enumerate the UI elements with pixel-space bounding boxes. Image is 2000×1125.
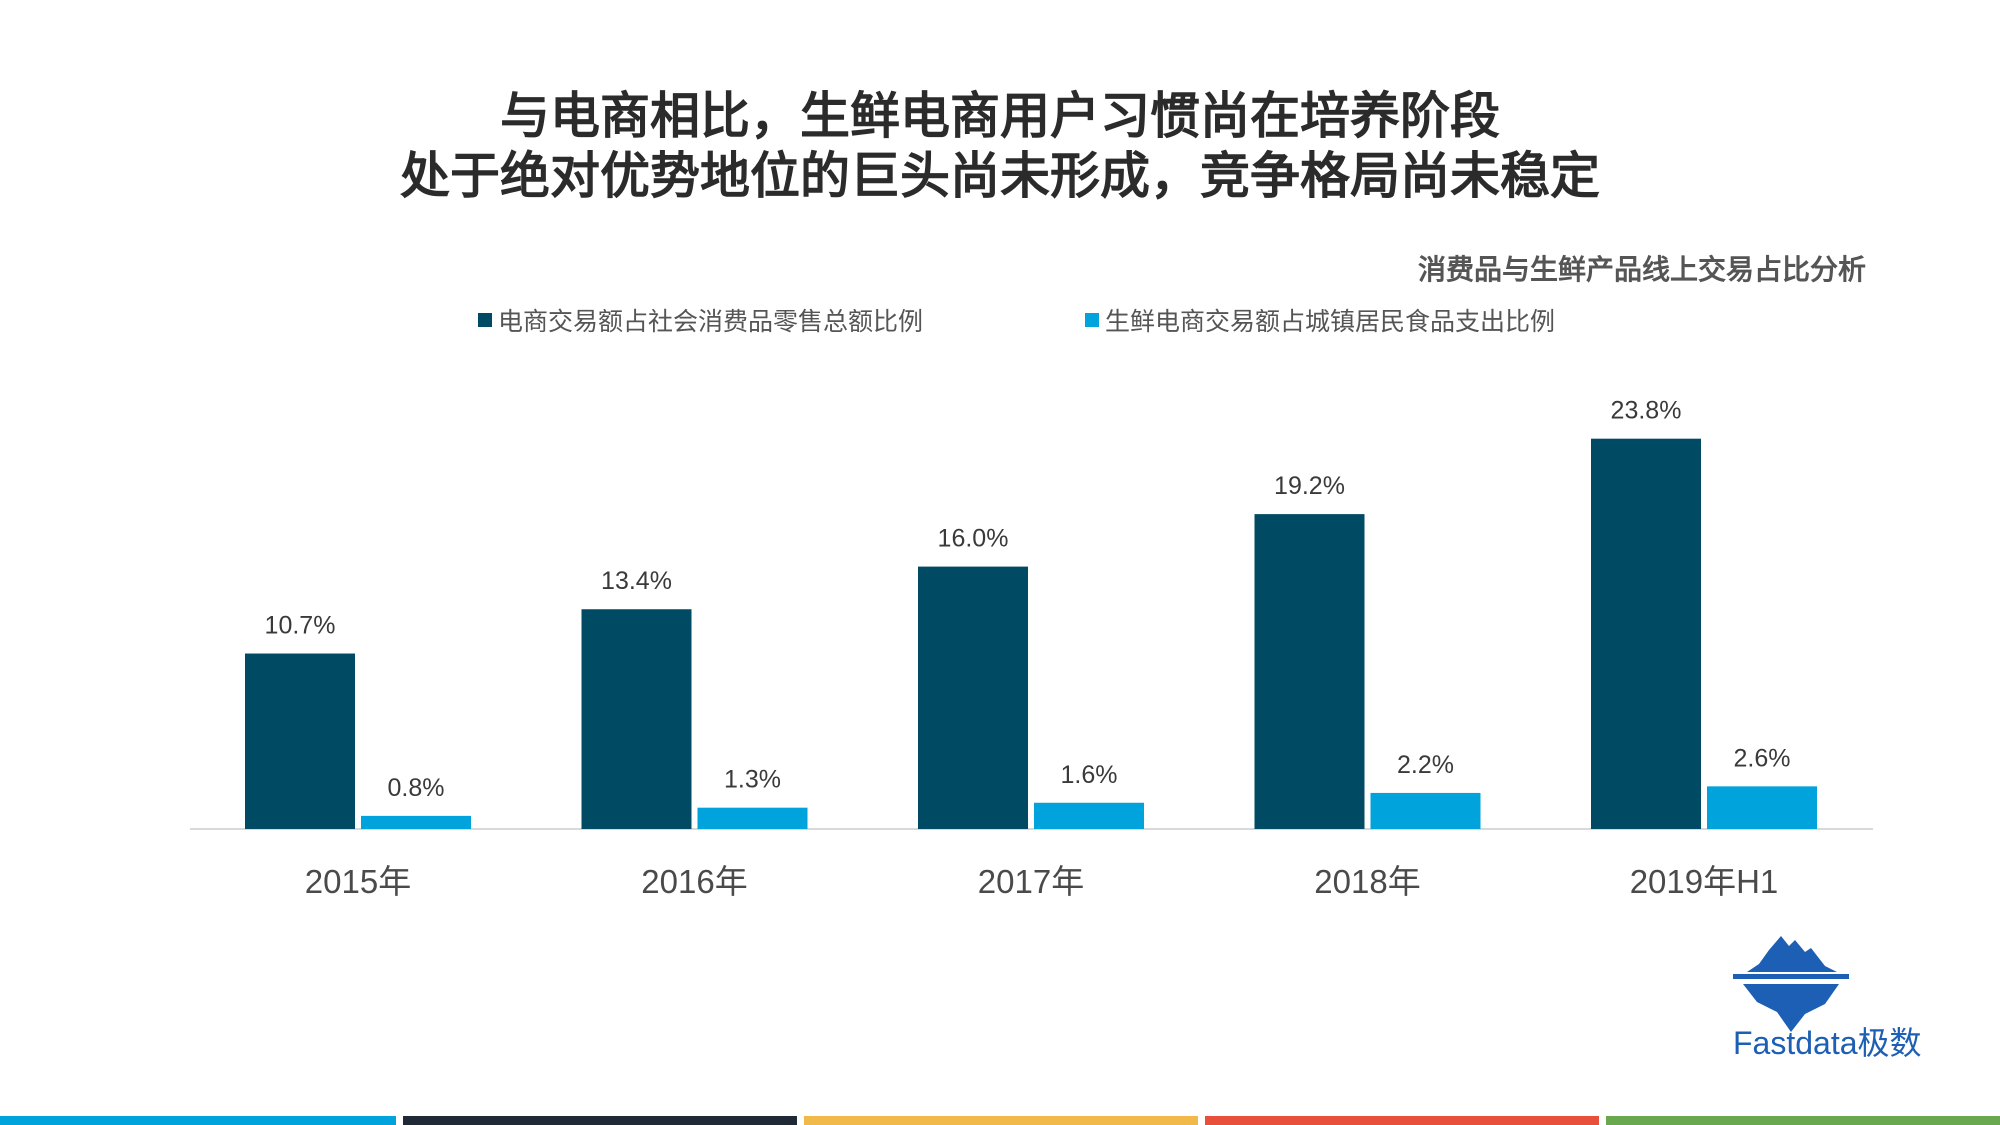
x-tick-label-2: 2016年 bbox=[641, 863, 747, 900]
footer-bar-5 bbox=[1606, 1116, 2000, 1125]
bar-series-1-4 bbox=[1254, 514, 1365, 829]
bar-series-1-3 bbox=[918, 566, 1028, 829]
data-label-series-2-4: 2.2% bbox=[1397, 751, 1454, 779]
legend-label-series-2: 生鲜电商交易额占城镇居民食品支出比例 bbox=[1105, 308, 1556, 336]
data-label-series-1-2: 13.4% bbox=[601, 567, 672, 595]
legend-item-series-1: 电商交易额占社会消费品零售总额比例 bbox=[478, 302, 923, 338]
data-label-series-2-2: 1.3% bbox=[724, 766, 781, 794]
footer-bar-1 bbox=[0, 1116, 396, 1125]
legend-label-series-1: 电商交易额占社会消费品零售总额比例 bbox=[498, 308, 924, 336]
footer-bar-4 bbox=[1205, 1116, 1599, 1125]
data-label-series-2-1: 0.8% bbox=[388, 774, 445, 802]
x-tick-label-1: 2015年 bbox=[305, 863, 411, 900]
bar-series-2-1 bbox=[361, 815, 471, 829]
data-label-series-2-3: 1.6% bbox=[1061, 761, 1118, 789]
chart-title: 消费品与生鲜产品线上交易占比分析 bbox=[1417, 254, 1866, 285]
x-tick-label-5: 2019年H1 bbox=[1630, 863, 1779, 900]
data-label-series-1-5: 23.8% bbox=[1611, 397, 1682, 425]
data-label-series-1-1: 10.7% bbox=[265, 612, 336, 640]
bar-series-1-5 bbox=[1591, 438, 1701, 829]
bar-series-2-3 bbox=[1034, 802, 1144, 829]
chart-legend: 电商交易额占社会消费品零售总额比例 生鲜电商交易额占城镇居民食品支出比例 bbox=[0, 302, 2000, 338]
data-label-series-1-3: 16.0% bbox=[938, 525, 1009, 553]
title-line-2: 处于绝对优势地位的巨头尚未形成，竞争格局尚未稳定 bbox=[400, 148, 1600, 204]
data-label-series-2-5: 2.6% bbox=[1734, 744, 1791, 772]
data-label-series-1-4: 19.2% bbox=[1274, 472, 1345, 500]
x-tick-label-3: 2017年 bbox=[978, 863, 1084, 900]
bar-series-1-1 bbox=[245, 653, 355, 829]
legend-swatch-series-2 bbox=[1085, 313, 1099, 327]
legend-item-series-2: 生鲜电商交易额占城镇居民食品支出比例 bbox=[1085, 302, 1555, 338]
bar-series-1-2 bbox=[581, 609, 692, 829]
page-title: 与电商相比，生鲜电商用户习惯尚在培养阶段 处于绝对优势地位的巨头尚未形成，竞争格… bbox=[0, 86, 2000, 206]
footer-bar-3 bbox=[804, 1116, 1198, 1125]
iceberg-icon bbox=[1733, 936, 1849, 1032]
x-tick-label-4: 2018年 bbox=[1314, 863, 1420, 900]
logo-text: Fastdata极数 bbox=[1733, 1025, 1922, 1061]
bar-series-2-4 bbox=[1370, 792, 1481, 829]
bar-series-2-5 bbox=[1707, 786, 1817, 829]
bar-series-2-2 bbox=[697, 807, 808, 829]
title-line-1: 与电商相比，生鲜电商用户习惯尚在培养阶段 bbox=[500, 88, 1500, 144]
footer-bar-2 bbox=[403, 1116, 797, 1125]
legend-swatch-series-1 bbox=[478, 313, 492, 327]
